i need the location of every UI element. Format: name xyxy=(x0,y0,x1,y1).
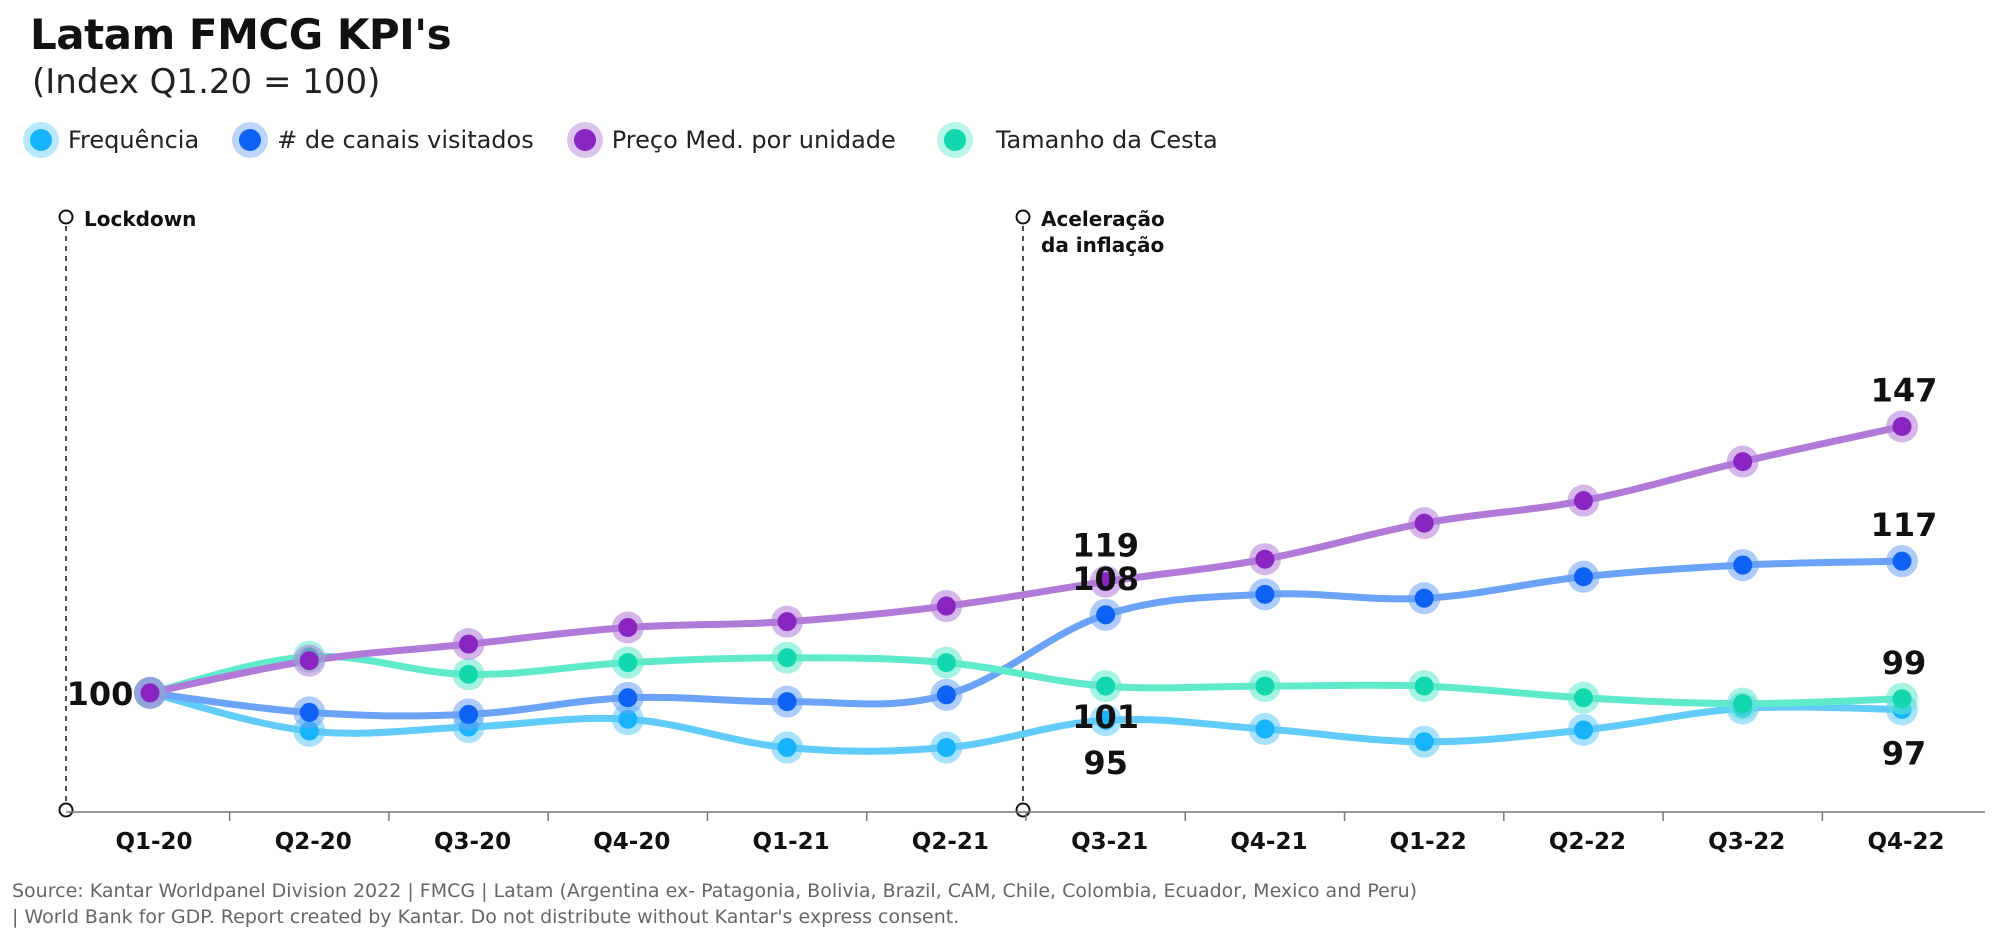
data-label: 100 xyxy=(67,675,134,713)
point-canais xyxy=(1096,605,1116,625)
point-cesta xyxy=(1733,694,1753,714)
point-cesta xyxy=(618,653,638,673)
point-canais xyxy=(936,685,956,705)
point-preco xyxy=(1573,491,1593,511)
point-preco xyxy=(936,596,956,616)
data-label: 95 xyxy=(1083,744,1128,782)
point-canais xyxy=(1892,551,1912,571)
point-cesta xyxy=(1573,688,1593,708)
annotation-text: Aceleração xyxy=(1041,207,1165,231)
point-preco xyxy=(1255,549,1275,569)
legend-label-preco: Preço Med. por unidade xyxy=(611,126,896,154)
point-preco xyxy=(1414,513,1434,533)
point-preco xyxy=(140,683,160,703)
point-preco xyxy=(1096,572,1116,592)
data-label: 119 xyxy=(1072,527,1139,565)
series-line-cesta xyxy=(146,652,1906,708)
annotation-marker-top xyxy=(1015,209,1031,225)
series-lines xyxy=(146,423,1906,755)
legend-item-cesta: Tamanho da Cesta xyxy=(936,126,1218,154)
point-frequencia xyxy=(1255,719,1275,739)
source-line-2: | World Bank for GDP. Report created by … xyxy=(12,906,960,928)
legend-dot-preco-icon xyxy=(573,129,596,151)
legend-item-preco: Preço Med. por unidade xyxy=(573,126,896,154)
legend-item-frequencia: Frequência xyxy=(30,126,199,154)
x-tick-label: Q2-21 xyxy=(912,829,989,855)
x-tick-label: Q3-21 xyxy=(1071,829,1148,855)
point-cesta xyxy=(1414,676,1434,696)
point-cesta xyxy=(459,664,479,684)
point-canais xyxy=(1414,588,1434,608)
x-tick-label: Q1-22 xyxy=(1390,829,1467,855)
series-line-canais xyxy=(146,557,1906,720)
data-labels: 100 119 147 108 117 101 99 95 97 xyxy=(67,372,1938,783)
x-tick-label: Q3-22 xyxy=(1708,829,1785,855)
point-preco xyxy=(1892,417,1912,437)
legend-label-frequencia: Frequência xyxy=(68,126,200,154)
data-label: 147 xyxy=(1871,372,1938,410)
point-canais xyxy=(777,692,797,712)
point-cesta xyxy=(1096,676,1116,696)
point-frequencia xyxy=(777,738,797,758)
legend-dot-cesta-icon xyxy=(943,129,966,151)
annotation-marker-bottom xyxy=(1015,802,1031,818)
point-cesta xyxy=(1255,676,1275,696)
point-canais xyxy=(459,704,479,724)
point-frequencia xyxy=(618,709,638,729)
legend-dot-canais-icon xyxy=(239,129,262,151)
point-preco xyxy=(618,618,638,638)
point-canais xyxy=(1733,555,1753,575)
legend-item-canais: # de canais visitados xyxy=(239,126,534,154)
data-label: 99 xyxy=(1882,644,1927,682)
x-tick-label: Q2-22 xyxy=(1549,829,1626,855)
point-preco xyxy=(777,612,797,632)
x-tick-label: Q4-22 xyxy=(1867,829,1944,855)
point-canais xyxy=(618,688,638,708)
series-line-preco xyxy=(146,423,1906,697)
point-canais xyxy=(1573,567,1593,587)
annotation-marker-top xyxy=(58,209,74,225)
x-tick-label: Q1-20 xyxy=(115,829,192,855)
annotation-marker-bottom xyxy=(58,802,74,818)
x-axis: Q1-20 Q2-20 Q3-20 Q4-20 Q1-21 Q2-21 Q3-21 Q4-21… xyxy=(66,811,1985,855)
series-points xyxy=(134,410,1918,764)
source-line-1: Source: Kantar Worldpanel Division 2022 … xyxy=(12,880,1418,902)
series-line-frequencia xyxy=(146,689,1906,755)
data-label: 117 xyxy=(1871,506,1938,544)
point-canais xyxy=(299,702,319,722)
source-note: Source: Kantar Worldpanel Division 2022 … xyxy=(12,878,1812,930)
point-cesta xyxy=(1892,689,1912,709)
legend-dot-frequencia-icon xyxy=(30,129,52,151)
legend-label-canais: # de canais visitados xyxy=(277,126,534,154)
x-tick-label: Q1-21 xyxy=(753,829,830,855)
point-preco xyxy=(459,634,479,654)
x-tick-label: Q3-20 xyxy=(434,829,511,855)
data-label: 108 xyxy=(1072,560,1139,598)
point-preco xyxy=(299,651,319,671)
annotation-text: Lockdown xyxy=(84,207,196,231)
data-label: 97 xyxy=(1882,734,1927,772)
point-frequencia xyxy=(1573,720,1593,740)
x-tick-label: Q2-20 xyxy=(275,829,352,855)
point-frequencia xyxy=(936,738,956,758)
x-tick-label: Q4-20 xyxy=(593,829,670,855)
point-canais xyxy=(1255,584,1275,604)
point-frequencia xyxy=(1096,710,1116,730)
point-cesta xyxy=(936,653,956,673)
point-preco xyxy=(1733,452,1753,472)
chart-title: Latam FMCG KPI's xyxy=(30,10,452,59)
point-cesta xyxy=(777,648,797,668)
point-frequencia xyxy=(1414,732,1434,752)
data-label: 101 xyxy=(1072,698,1139,736)
legend-label-cesta: Tamanho da Cesta xyxy=(995,126,1218,154)
chart-subtitle: (Index Q1.20 = 100) xyxy=(32,62,381,102)
legend: Frequência # de canais visitados Preço M… xyxy=(30,118,1258,162)
x-tick-label: Q4-21 xyxy=(1230,829,1307,855)
annotation-text: da inflação xyxy=(1041,233,1164,257)
